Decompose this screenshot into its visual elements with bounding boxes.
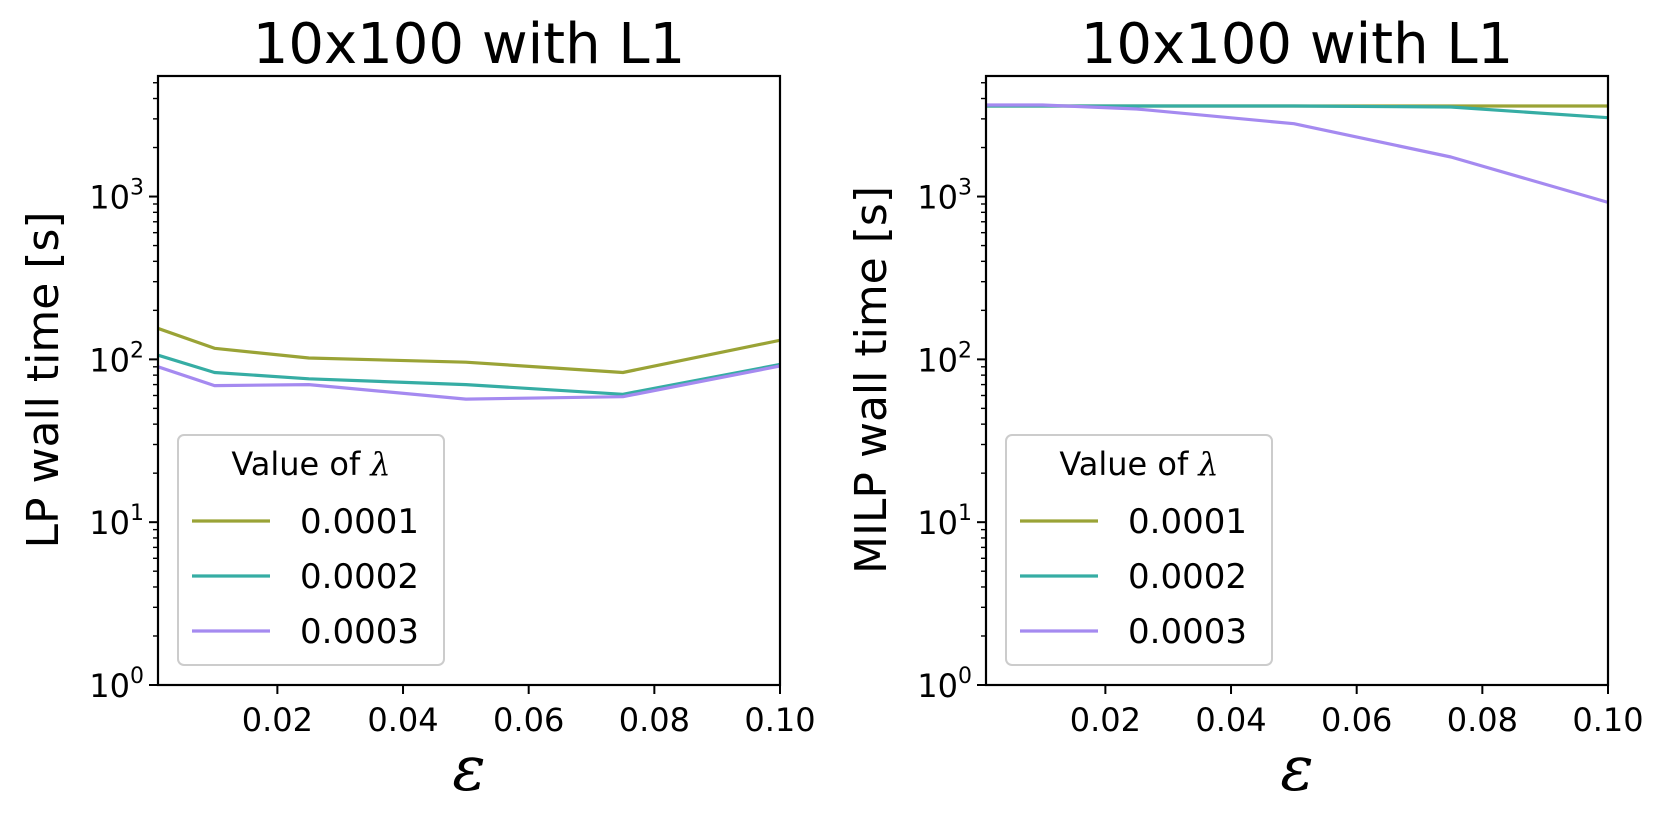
x-tick-label: 0.04 bbox=[1195, 701, 1266, 739]
legend-box bbox=[1005, 434, 1273, 666]
legend-title: Value of λ bbox=[231, 445, 390, 483]
series-group bbox=[158, 326, 780, 401]
chart-panel-1: 10x100 with L1 LP wall time [s] ε 100 101 102… bbox=[18, 12, 816, 805]
x-axis-label: ε bbox=[1280, 732, 1313, 805]
x-tick-label: 0.06 bbox=[1321, 701, 1392, 739]
x-tick-label: 0.08 bbox=[1447, 701, 1518, 739]
series-line-0.0001 bbox=[158, 326, 780, 375]
x-tick-label: 0.06 bbox=[493, 701, 564, 739]
x-tick-label: 0.04 bbox=[367, 701, 438, 739]
axes-frame bbox=[984, 74, 1610, 687]
series-group bbox=[986, 103, 1608, 204]
y-tick-label: 103 bbox=[89, 176, 144, 217]
x-tick-label: 0.08 bbox=[619, 701, 690, 739]
chart-title: 10x100 with L1 bbox=[1081, 12, 1514, 77]
axes-frame bbox=[156, 74, 782, 687]
legend-label: 0.0003 bbox=[1128, 612, 1247, 652]
y-tick-label: 102 bbox=[917, 338, 972, 379]
y-tick-label: 101 bbox=[917, 501, 972, 542]
y-tick-label: 100 bbox=[917, 664, 972, 705]
x-tick-label: 0.02 bbox=[1070, 701, 1141, 739]
legend-label: 0.0001 bbox=[1128, 502, 1247, 542]
x-axis-label: ε bbox=[452, 732, 485, 805]
y-axis-label: LP wall time [s] bbox=[18, 211, 69, 548]
legend-label: 0.0002 bbox=[300, 557, 419, 597]
y-tick-label: 100 bbox=[89, 664, 144, 705]
legend-box bbox=[177, 434, 445, 666]
legend-label: 0.0001 bbox=[300, 502, 419, 542]
y-axis-label: MILP wall time [s] bbox=[846, 186, 897, 574]
series-line-0.0002 bbox=[158, 353, 780, 396]
y-tick-label: 102 bbox=[89, 338, 144, 379]
x-tick-label: 0.10 bbox=[744, 701, 815, 739]
y-tick-label: 101 bbox=[89, 501, 144, 542]
x-tick-label: 0.02 bbox=[242, 701, 313, 739]
chart-panel-2: 10x100 with L1 MILP wall time [s] ε 100 101 1… bbox=[846, 12, 1644, 805]
legend: Value of λ 0.0001 0.0002 0.0003 bbox=[177, 434, 445, 666]
y-tick-label: 103 bbox=[917, 176, 972, 217]
legend-label: 0.0002 bbox=[1128, 557, 1247, 597]
x-tick-label: 0.10 bbox=[1572, 701, 1643, 739]
series-line-0.0003 bbox=[986, 103, 1608, 204]
legend-label: 0.0003 bbox=[300, 612, 419, 652]
series-line-0.0003 bbox=[158, 364, 780, 401]
chart-title: 10x100 with L1 bbox=[253, 12, 686, 77]
legend-title: Value of λ bbox=[1059, 445, 1218, 483]
legend: Value of λ 0.0001 0.0002 0.0003 bbox=[1005, 434, 1273, 666]
